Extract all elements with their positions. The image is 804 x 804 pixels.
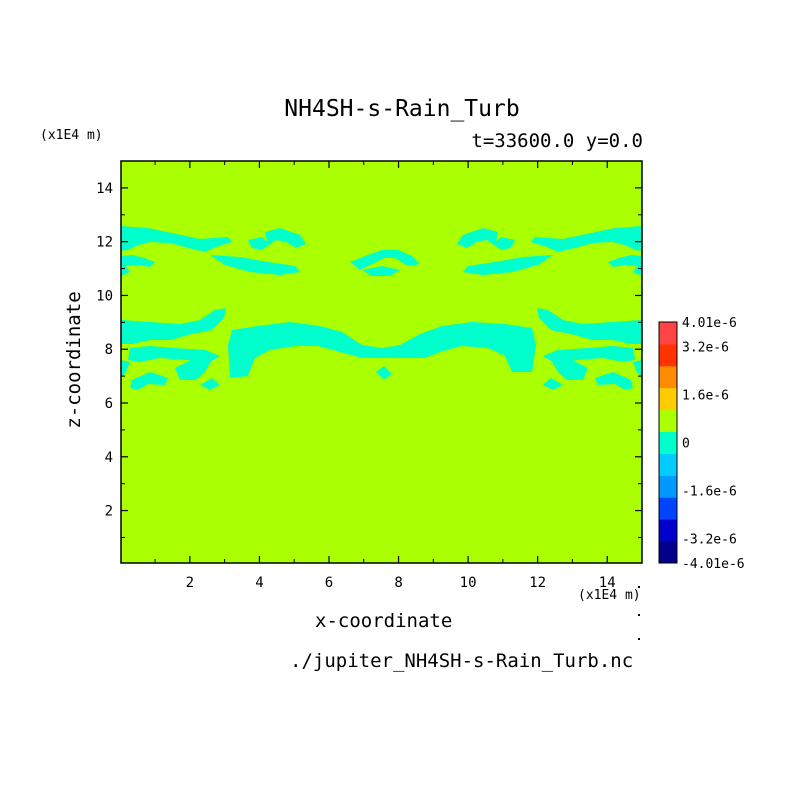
x-tick-label: 14 [599, 575, 616, 591]
colorbar-label: -4.01e-6 [682, 557, 745, 572]
contour-mid-right-inner [543, 346, 635, 362]
contour-mid-center-hole-left [275, 330, 320, 340]
z-axis-unit: (x1E4 m) [40, 128, 103, 143]
colorbar-swatch [659, 475, 677, 498]
colorbar-swatch [659, 541, 677, 564]
y-axis-ticks: 2 4 6 8 10 12 14 [96, 160, 642, 538]
x-tick-label: 6 [325, 575, 333, 591]
x-tick-label: 8 [394, 575, 402, 591]
contour-right-lower-a [633, 360, 642, 378]
contour-upper-left-wisp [210, 255, 300, 275]
contour-right-lower-b [595, 372, 633, 390]
plot-frame [120, 160, 643, 564]
colorbar-swatch [659, 387, 677, 411]
colorbar-swatch [659, 409, 677, 433]
x-axis-unit: (x1E4 m) [578, 588, 641, 603]
y-tick-label: 2 [105, 504, 113, 520]
contour-left-lower-a [121, 360, 130, 378]
contour-upper-right-c [457, 228, 498, 248]
contour-upper-right-patch [608, 255, 642, 276]
colorbar-swatch [659, 365, 677, 389]
colorbar-swatch [659, 431, 677, 454]
colorbar-label: 1.6e-6 [682, 388, 729, 403]
contour-mid-left-band [121, 308, 226, 344]
contour-left-lower-c [175, 358, 212, 380]
y-tick-label: 8 [105, 342, 113, 358]
colorbar-swatch [659, 343, 677, 367]
y-tick-label: 4 [105, 450, 113, 466]
corner-dots [638, 586, 640, 640]
contour-upper-left-small [248, 237, 270, 250]
x-tick-label: 2 [186, 575, 194, 591]
anomaly-contours [121, 226, 642, 390]
x-axis-ticks: 2 4 6 8 10 12 14 [154, 161, 643, 591]
x-tick-label: 10 [460, 575, 477, 591]
y-tick-label: 14 [96, 181, 113, 197]
colorbar-label: -1.6e-6 [682, 485, 737, 500]
contour-center-small [376, 366, 392, 380]
x-tick-label: 12 [529, 575, 546, 591]
x-tick-label: 4 [255, 575, 263, 591]
contour-left-lower-b [130, 372, 168, 390]
contour-upper-right-small [493, 237, 515, 250]
colorbar-swatch [659, 497, 677, 520]
contour-upper-left-patch [121, 255, 155, 276]
contour-mid-center-hole-right [443, 330, 488, 340]
colorbar-label: 3.2e-6 [682, 340, 729, 355]
contour-right-lower-c [551, 358, 588, 380]
contour-upper-right-band [531, 226, 642, 252]
y-tick-label: 12 [96, 235, 113, 251]
colorbar: 4.01e-6 3.2e-6 1.6e-6 0 -1.6e-6 -3.2e-6 -4.01e… [658, 316, 745, 572]
time-label: t=33600.0 y=0.0 [471, 130, 643, 152]
y-tick-label: 6 [105, 396, 113, 412]
contour-left-lower-d [200, 378, 220, 390]
colorbar-frame [658, 321, 678, 564]
source-filename: ./jupiter_NH4SH-s-Rain_Turb.nc [290, 650, 634, 672]
colorbar-label: 0 [682, 437, 690, 452]
contour-mid-right-band [537, 308, 642, 344]
contour-right-lower-d [543, 378, 563, 390]
y-tick-label: 10 [96, 288, 113, 304]
colorbar-label: -3.2e-6 [682, 533, 737, 548]
contour-mid-left-inner [128, 346, 220, 362]
contour-upper-center-low [362, 266, 400, 276]
colorbar-swatch [659, 519, 677, 542]
colorbar-label: 4.01e-6 [682, 316, 737, 331]
x-axis-label: x-coordinate [315, 610, 453, 632]
colorbar-swatch [659, 453, 677, 476]
chart-title: NH4SH-s-Rain_Turb [284, 96, 520, 122]
contour-upper-center [350, 250, 420, 270]
contour-upper-left-band [121, 226, 232, 252]
colorbar-swatch [659, 322, 677, 345]
contour-upper-right-wisp [463, 255, 553, 275]
contour-upper-left-c [265, 228, 306, 248]
